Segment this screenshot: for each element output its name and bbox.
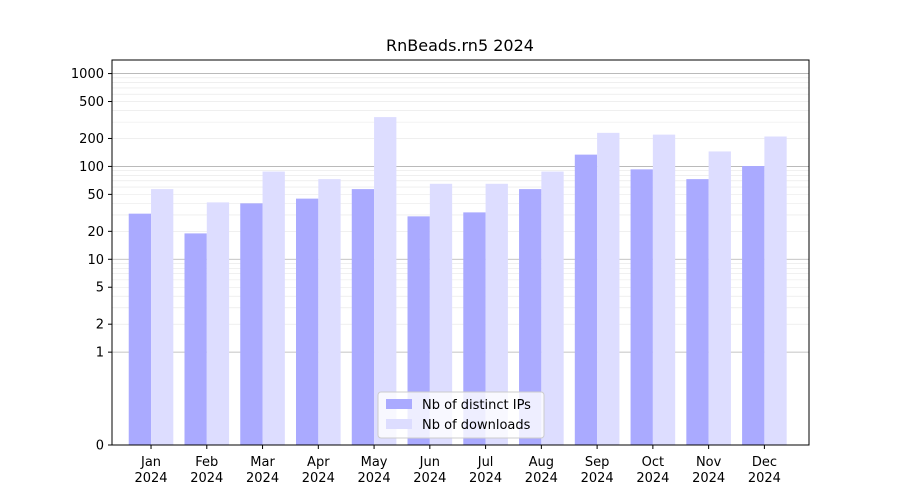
bar-distinct-ips bbox=[574, 154, 598, 445]
y-tick-label: 50 bbox=[87, 188, 104, 203]
y-tick-label: 100 bbox=[79, 160, 104, 175]
x-tick-label: Jan 2024 bbox=[134, 455, 167, 486]
bar-downloads bbox=[262, 171, 285, 446]
legend-label-downloads: Nb of downloads bbox=[422, 418, 531, 433]
chart-title: RnBeads.rn5 2024 bbox=[386, 36, 534, 55]
bar-downloads bbox=[485, 183, 508, 446]
bars bbox=[128, 117, 787, 446]
x-tick-label: Oct 2024 bbox=[636, 455, 669, 486]
y-tick-label: 500 bbox=[79, 95, 104, 110]
bar-distinct-ips bbox=[351, 189, 375, 445]
y-tick-label: 20 bbox=[87, 225, 104, 240]
bar-distinct-ips bbox=[296, 198, 319, 445]
x-tick-label: May 2024 bbox=[358, 455, 391, 486]
y-tick-label: 200 bbox=[79, 132, 104, 147]
bar-distinct-ips bbox=[686, 179, 709, 446]
bar-downloads bbox=[374, 117, 397, 445]
legend-swatch-downloads bbox=[386, 419, 412, 429]
y-tick-label: 10 bbox=[87, 253, 104, 268]
x-tick-label: Feb 2024 bbox=[190, 455, 223, 486]
y-tick-label: 1 bbox=[96, 346, 104, 361]
bar-distinct-ips bbox=[630, 169, 653, 445]
bar-distinct-ips bbox=[240, 203, 263, 445]
bar-downloads bbox=[151, 189, 174, 445]
x-tick-label: Sep 2024 bbox=[581, 455, 614, 486]
bar-downloads bbox=[318, 179, 341, 446]
plot-frame bbox=[111, 59, 810, 446]
y-axis: 0 1 2 5 10 20 50 100 200 500 1000 bbox=[71, 67, 112, 454]
x-tick-label: Jun 2024 bbox=[413, 455, 446, 486]
bar-downloads bbox=[429, 183, 453, 446]
legend: Nb of distinct IPs Nb of downloads bbox=[377, 391, 545, 439]
bar-downloads bbox=[541, 171, 564, 446]
legend-box bbox=[377, 391, 545, 439]
legend-label-distinct-ips: Nb of distinct IPs bbox=[422, 398, 531, 413]
x-tick-label: Apr 2024 bbox=[302, 455, 335, 486]
bar-downloads bbox=[764, 136, 787, 445]
bar-downloads bbox=[708, 151, 731, 445]
y-tick-label: 1000 bbox=[71, 67, 104, 82]
x-tick-label: Mar 2024 bbox=[246, 455, 279, 486]
bar-distinct-ips bbox=[407, 216, 430, 445]
x-tick-label: Dec 2024 bbox=[748, 455, 781, 486]
bar-downloads bbox=[597, 132, 620, 445]
x-axis: Jan 2024 Feb 2024 Mar 2024 Apr 2024 May 2024 Jun 20… bbox=[134, 445, 781, 486]
bar-distinct-ips bbox=[128, 213, 152, 445]
bar-distinct-ips bbox=[742, 166, 765, 445]
y-tick-label: 5 bbox=[96, 281, 104, 296]
legend-swatch-distinct-ips bbox=[386, 399, 412, 409]
bar-distinct-ips bbox=[463, 212, 486, 445]
bar-downloads bbox=[206, 202, 230, 445]
y-tick-label: 2 bbox=[96, 318, 104, 333]
bar-distinct-ips bbox=[184, 233, 207, 445]
x-tick-label: Jul 2024 bbox=[469, 455, 502, 486]
bar-downloads bbox=[652, 134, 676, 445]
bar-distinct-ips bbox=[519, 189, 542, 445]
y-tick-label: 0 bbox=[96, 439, 104, 454]
x-tick-label: Aug 2024 bbox=[525, 455, 558, 486]
x-tick-label: Nov 2024 bbox=[692, 455, 725, 486]
